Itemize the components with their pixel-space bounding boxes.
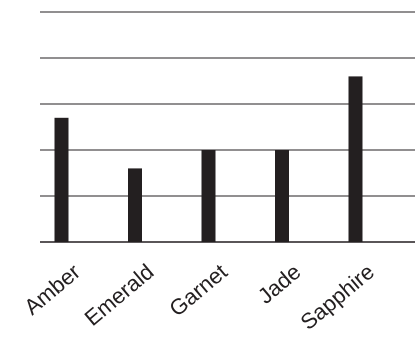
x-tick-label-jade: Jade [253,259,306,309]
bars [54,76,363,243]
bar-emerald [128,168,142,242]
x-tick-label-amber: Amber [19,259,85,320]
bar-jade [275,150,289,242]
x-tick-label-emerald: Emerald [80,259,159,331]
x-tick-label-garnet: Garnet [164,259,232,321]
bar-garnet [201,150,216,242]
bar-sapphire [348,76,363,243]
bar-amber [54,117,69,242]
x-tick-label-sapphire: Sapphire [295,259,379,335]
